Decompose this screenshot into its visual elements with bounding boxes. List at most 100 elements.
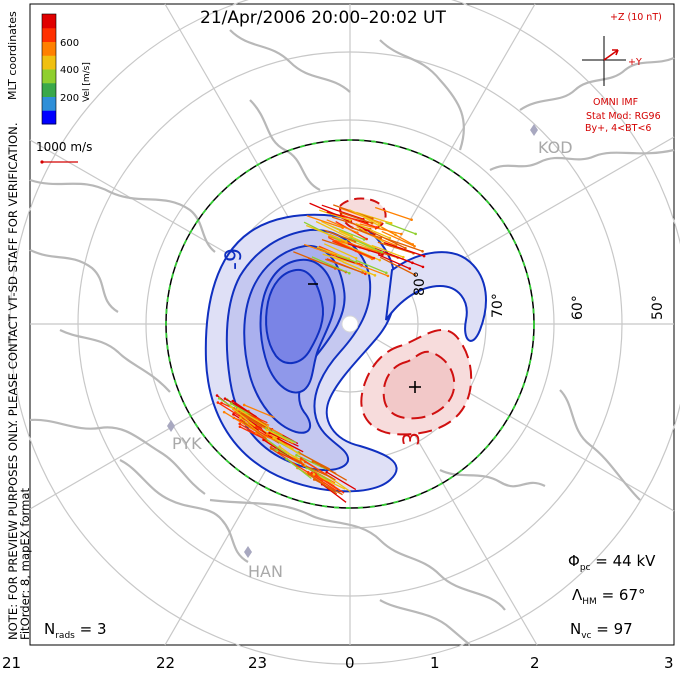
velocity-vector	[318, 209, 351, 221]
negative-lobe-right	[385, 251, 487, 342]
velocity-vector	[377, 254, 411, 270]
velocity-colorbar	[41, 13, 57, 125]
station-markers	[165, 124, 540, 558]
colorbar-swatch	[42, 55, 56, 70]
velocity-vector	[223, 411, 256, 432]
scale-vector	[40, 160, 78, 164]
velocity-vector-origin	[312, 472, 316, 476]
velocity-vector-origin	[216, 401, 220, 404]
velocity-vector	[385, 251, 424, 268]
stat-lambda-hm: ΛHM = 67°	[572, 586, 646, 607]
velocity-vector-origin	[400, 232, 403, 236]
imf-condition: By+, 4<BT<6	[585, 123, 652, 134]
velocity-vector	[224, 398, 257, 418]
velocity-vector-origin	[414, 232, 417, 236]
velocity-vector	[278, 452, 305, 466]
colorbar-swatch	[42, 27, 56, 42]
velocity-vectors	[215, 202, 426, 503]
stat-phi-pc: Φpc = 44 kV	[568, 552, 656, 573]
velocity-vector	[359, 223, 402, 235]
station-label-han: HAN	[248, 562, 283, 581]
velocity-vector	[377, 241, 414, 254]
mlt-label-21: 21	[2, 654, 22, 672]
mlt-label-23: 23	[248, 654, 268, 672]
velocity-vector	[369, 230, 406, 249]
velocity-vector-origin	[262, 438, 265, 442]
velocity-vector-origin	[277, 451, 281, 454]
velocity-vector	[243, 404, 275, 419]
velocity-vector	[264, 437, 288, 455]
velocity-vector	[350, 226, 382, 239]
imf-model: Stat Mod: RG96	[586, 111, 661, 122]
velocity-vector	[217, 402, 250, 424]
mlt-label-1: 1	[430, 654, 440, 672]
hmb-green-dash	[165, 139, 535, 509]
latitude-label-50: 50°	[650, 295, 666, 320]
velocity-vector-origin	[223, 397, 227, 400]
velocity-vector-origin	[404, 246, 407, 250]
velocity-vector-origin	[299, 457, 303, 460]
velocity-vector-origin	[389, 221, 393, 225]
velocity-vector-origin	[377, 222, 381, 225]
mlt-label-0: 0	[345, 654, 355, 672]
velocity-vector-origin	[311, 460, 315, 463]
colorbar-label: Vel [m/s]	[82, 62, 92, 102]
station-label-kod: KOD	[538, 138, 573, 157]
colorbar-swatch	[42, 110, 56, 125]
station-marker-kod	[528, 124, 540, 136]
velocity-vector	[306, 215, 343, 229]
velocity-vector-origin	[348, 271, 351, 275]
velocity-vector	[383, 241, 425, 257]
imf-source: OMNI IMF	[593, 97, 639, 108]
station-marker-han	[242, 546, 254, 558]
velocity-vector	[237, 408, 270, 429]
colorbar-swatch	[42, 14, 56, 29]
velocity-vector	[371, 244, 404, 258]
velocity-vector-origin	[265, 428, 269, 432]
velocity-vector	[293, 251, 336, 270]
velocity-vector-origin	[307, 472, 311, 476]
velocity-vector	[324, 229, 356, 243]
map-title: 21/Apr/2006 20:00–20:02 UT	[200, 8, 446, 28]
velocity-vector	[340, 214, 377, 229]
velocity-vector	[326, 471, 357, 491]
velocity-vector	[384, 237, 423, 252]
colorbar-swatch	[42, 41, 56, 56]
colorbar-swatch	[42, 69, 56, 84]
contour-label-positive: 3	[400, 432, 425, 446]
velocity-vector	[286, 458, 312, 480]
velocity-vector	[239, 423, 265, 440]
velocity-vector	[315, 474, 341, 493]
velocity-vector-origin	[215, 394, 219, 397]
velocity-vector	[329, 255, 370, 274]
velocity-vector-origin	[413, 244, 416, 248]
velocity-vector-origin	[388, 236, 392, 240]
velocity-vector	[302, 464, 332, 479]
velocity-vector-origin	[408, 267, 412, 270]
velocity-vector	[321, 204, 364, 220]
velocity-vector	[348, 209, 380, 225]
velocity-vector-origin	[348, 218, 352, 222]
velocity-vector-origin	[238, 425, 242, 429]
velocity-vector	[325, 258, 363, 274]
velocity-vector-origin	[220, 401, 223, 405]
velocity-vector-origin	[229, 405, 232, 409]
velocity-vector	[265, 427, 297, 444]
velocity-vector-origin	[334, 253, 337, 257]
velocity-vector-origin	[421, 249, 424, 253]
colorbar-border	[41, 13, 57, 125]
velocity-vector-origin	[362, 238, 366, 241]
mlt-label-22: 22	[156, 654, 176, 672]
velocity-vector	[299, 452, 331, 470]
velocity-vector	[266, 429, 294, 444]
velocity-vector-origin	[344, 240, 348, 243]
velocity-vector-origin	[379, 236, 383, 240]
velocity-vector-origin	[370, 221, 374, 225]
colorbar-tick-400: 400	[60, 65, 80, 76]
velocity-vector-origin	[422, 254, 426, 258]
velocity-vector-origin	[367, 272, 371, 275]
velocity-vector-origin	[269, 446, 273, 449]
mlt-label-2: 2	[530, 654, 540, 672]
velocity-vector	[326, 219, 358, 234]
velocity-vector-origin	[230, 402, 233, 405]
